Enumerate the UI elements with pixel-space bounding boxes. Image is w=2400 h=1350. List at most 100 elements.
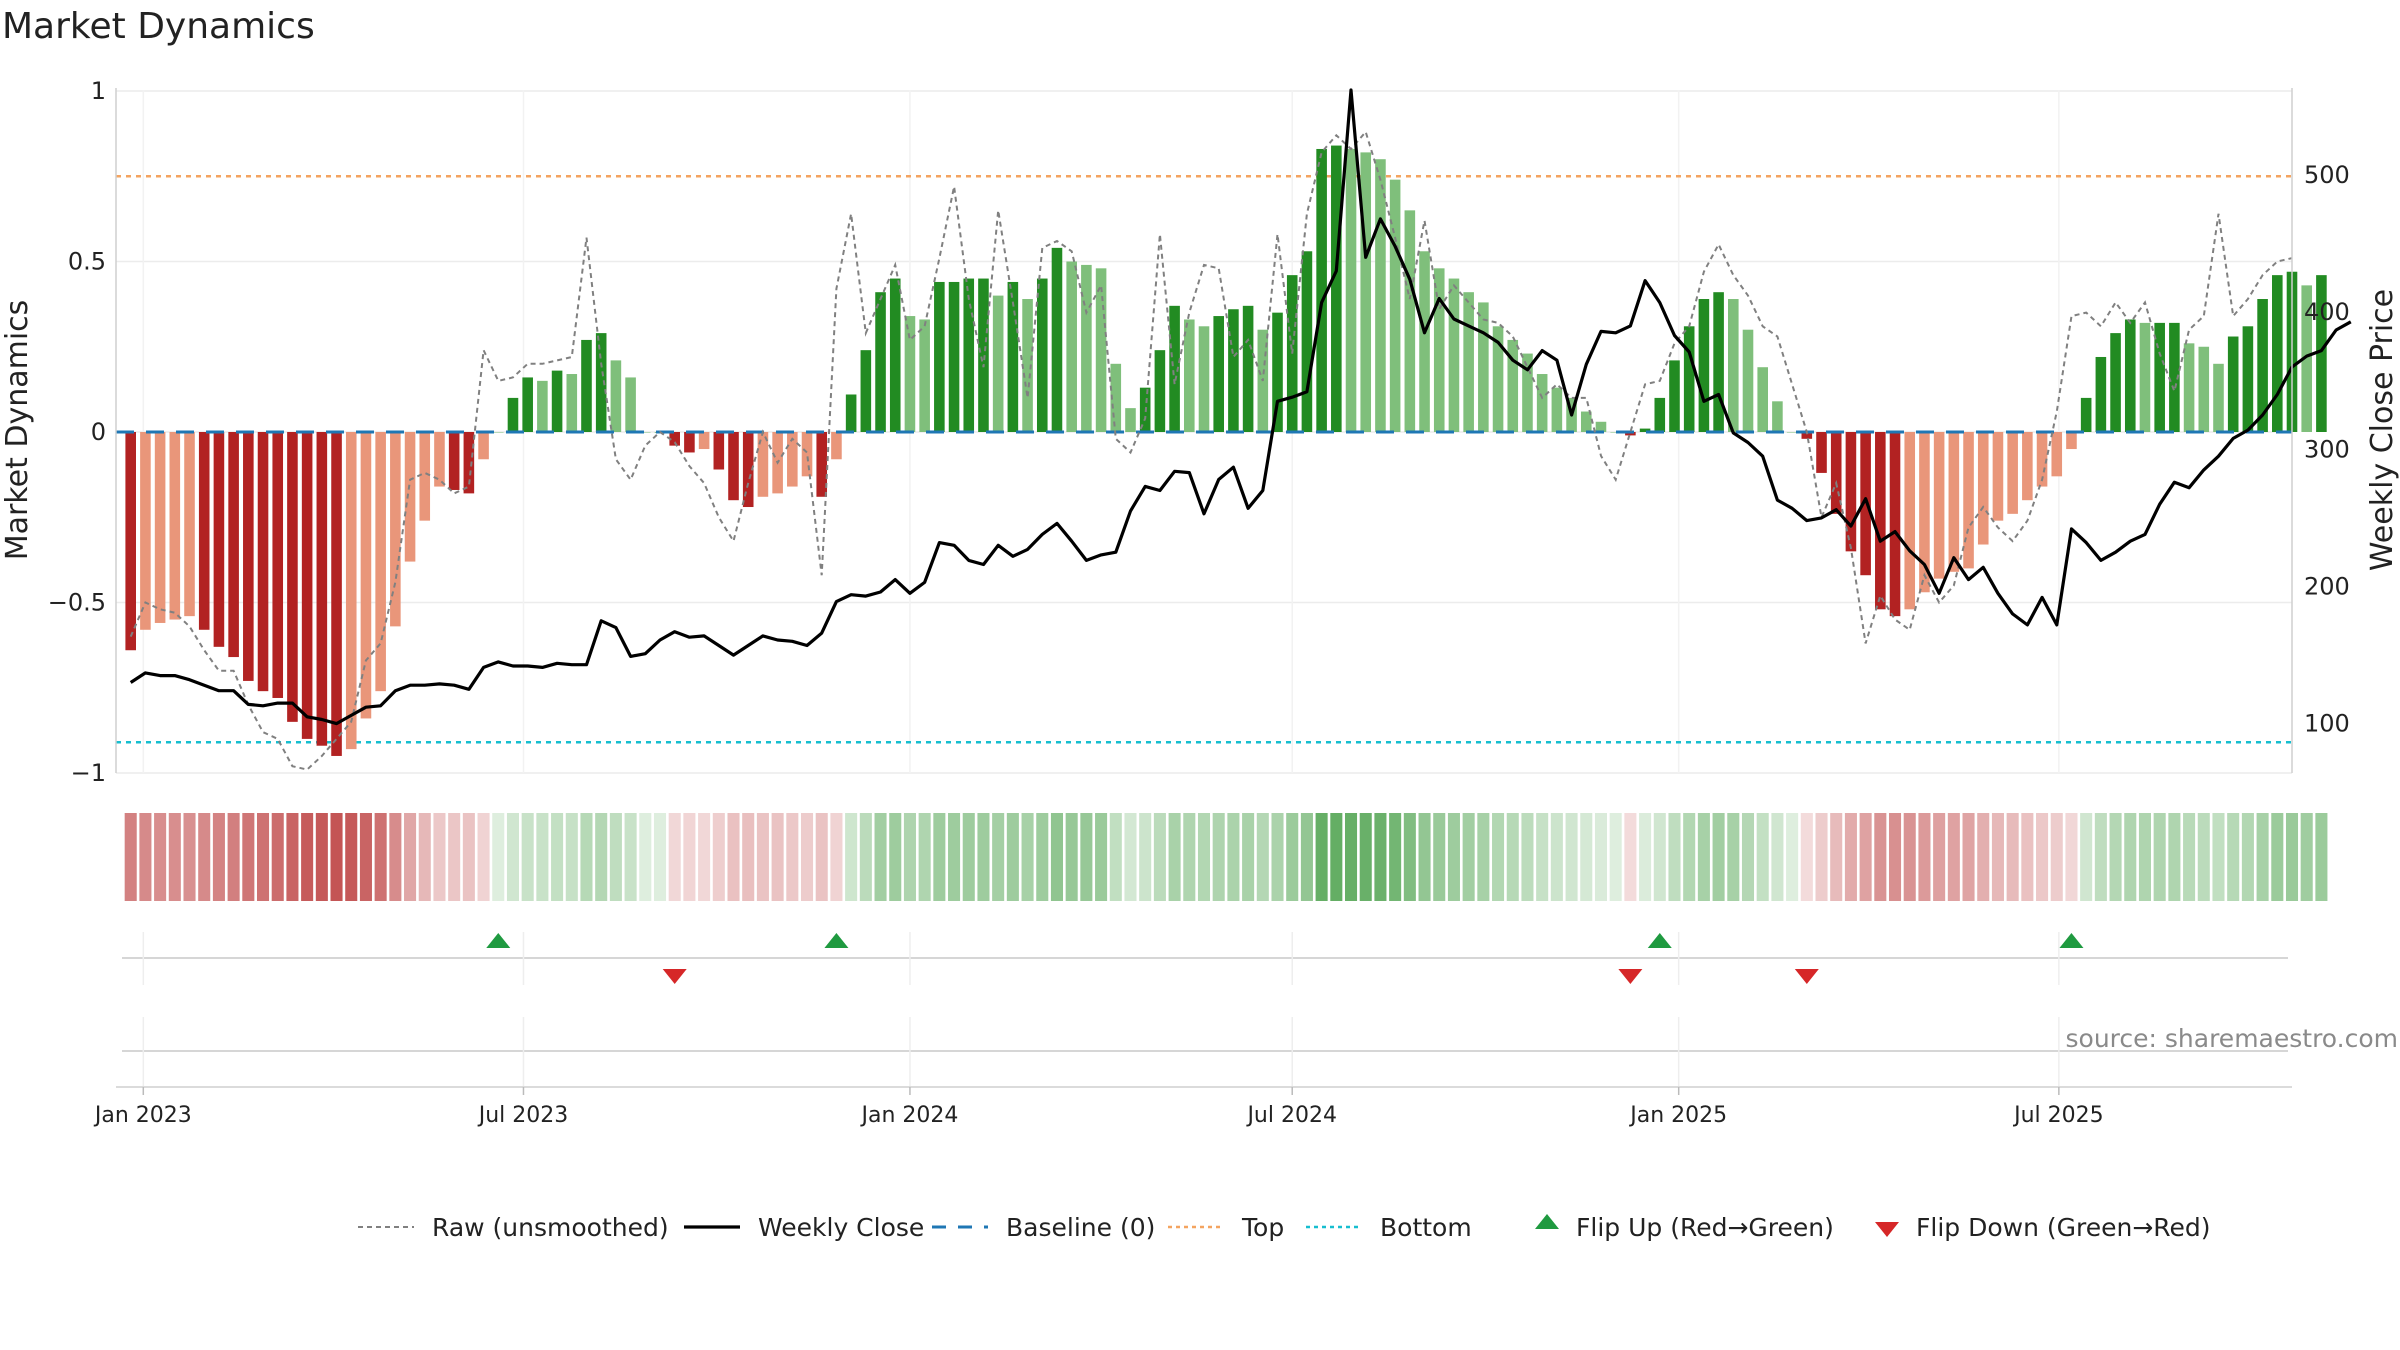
flip-up-marker	[486, 933, 511, 948]
dynamics-bar	[1507, 339, 1519, 432]
dynamics-bars	[125, 145, 2327, 756]
y-left-tick-label: −0.5	[48, 589, 106, 617]
regime-strip-cell	[1697, 813, 1710, 901]
regime-strip-cell	[727, 813, 740, 901]
dynamics-bar	[1992, 432, 2004, 521]
regime-strip-cell	[1212, 813, 1225, 901]
weekly-close-line	[129, 88, 2352, 726]
dynamics-bar	[1095, 268, 1107, 432]
dynamics-bar	[463, 432, 475, 494]
regime-strip-cell	[1065, 813, 1078, 901]
dynamics-bar	[2022, 432, 2033, 501]
dynamics-bar	[169, 432, 181, 620]
dynamics-bar	[1610, 432, 1621, 433]
regime-strip-cell	[315, 813, 328, 901]
regime-strip-cell	[1197, 813, 1211, 901]
regime-strip-cell	[1683, 813, 1696, 901]
dynamics-bar	[213, 432, 225, 647]
regime-strip-cell	[1344, 813, 1358, 901]
regime-strip-cell	[756, 813, 769, 901]
regime-strip-cell	[477, 813, 490, 901]
dynamics-bar	[1492, 326, 1504, 432]
regime-strip-cell	[492, 813, 505, 901]
dynamics-bar	[243, 432, 254, 681]
dynamics-bar	[845, 394, 857, 432]
dynamics-bar	[331, 432, 342, 756]
regime-strip-cell	[1859, 813, 1872, 901]
dynamics-bar	[2036, 432, 2048, 487]
dynamics-bar	[1963, 432, 1974, 569]
regime-strip-cell	[565, 813, 578, 901]
regime-strip-cell	[2080, 813, 2093, 901]
regime-strip-cell	[1050, 813, 1064, 901]
dynamics-bar	[2124, 319, 2136, 432]
dynamics-bar	[2301, 285, 2312, 432]
dynamics-bar	[757, 432, 769, 497]
dynamics-bar	[1933, 432, 1945, 579]
regime-strip-cell	[2036, 813, 2049, 901]
dynamics-bar	[2183, 343, 2195, 432]
dynamics-bar	[316, 432, 328, 746]
dynamics-bar	[1845, 432, 1857, 552]
legend-item: Flip Down (Green→Red)	[1875, 1213, 2211, 1242]
dynamics-bar	[1081, 264, 1092, 432]
regime-strip-cell	[198, 813, 211, 901]
flip-down-marker	[662, 969, 687, 984]
regime-strip-cell	[1286, 813, 1299, 901]
dynamics-bar	[963, 278, 975, 432]
regime-strip-cell	[1844, 813, 1857, 901]
regime-strip-cell	[1315, 813, 1328, 901]
y-right-tick-label: 100	[2304, 710, 2350, 738]
legend-item: Flip Up (Red→Green)	[1535, 1213, 1834, 1242]
dynamics-bar	[669, 432, 680, 446]
regime-strip-cell	[609, 813, 622, 901]
regime-strip-cell	[345, 813, 358, 901]
regime-strip-cell	[1300, 813, 1313, 901]
dynamics-bar	[875, 292, 886, 432]
regime-strip-cell	[1536, 813, 1549, 901]
regime-strip-cell	[1124, 813, 1137, 901]
regime-strip-cell	[1242, 813, 1255, 901]
regime-strip-cell	[1565, 813, 1578, 901]
regime-strip-cell	[1830, 813, 1843, 901]
regime-strip-cell	[168, 813, 181, 901]
legend-label: Flip Down (Green→Red)	[1916, 1213, 2211, 1242]
dynamics-bar	[2213, 363, 2224, 432]
regime-strip-cell	[2168, 813, 2181, 901]
regime-strip-cell	[977, 813, 990, 901]
dynamics-bar	[537, 380, 548, 432]
dynamics-bar	[1875, 432, 1886, 610]
dynamics-bar	[1478, 302, 1489, 432]
dynamics-bar	[2169, 322, 2180, 432]
regime-strip-cell	[1330, 813, 1343, 901]
y-axis-left-title: Market Dynamics	[0, 300, 35, 561]
dynamics-bar	[345, 432, 357, 750]
chart-title: Market Dynamics	[2, 6, 315, 47]
regime-strip	[124, 813, 2328, 901]
dynamics-bar	[1242, 305, 1254, 432]
regime-strip-cell	[771, 813, 784, 901]
legend-item: Top	[1168, 1213, 1284, 1242]
dynamics-bar	[919, 319, 930, 432]
dynamics-bar	[2007, 432, 2018, 514]
regime-strip-cell	[551, 813, 564, 901]
regime-strip-cell	[2124, 813, 2137, 901]
regime-strip-cell	[1741, 813, 1755, 901]
legend-label: Weekly Close	[758, 1213, 924, 1242]
dynamics-bar	[301, 432, 313, 739]
dynamics-bar	[698, 432, 710, 450]
y-axis-right-title: Weekly Close Price	[2365, 289, 2400, 571]
dynamics-bar	[2316, 275, 2327, 432]
regime-strip-cell	[1624, 813, 1637, 901]
regime-strip-cell	[2212, 813, 2225, 901]
dynamics-bar	[1051, 247, 1063, 432]
series-lines	[116, 88, 2352, 771]
regime-strip-cell	[698, 813, 711, 901]
regime-strip-cell	[389, 813, 402, 901]
axes: 1 0.5 0 −0.5 −1 500 400 300 200 100	[48, 77, 2350, 787]
regime-strip-cell	[1271, 813, 1284, 901]
regime-strip-cell	[2285, 813, 2299, 901]
regime-strip-cell	[1227, 813, 1240, 901]
regime-strip-cell	[1947, 813, 1960, 901]
legend-swatch-flip-up	[1535, 1214, 1559, 1229]
